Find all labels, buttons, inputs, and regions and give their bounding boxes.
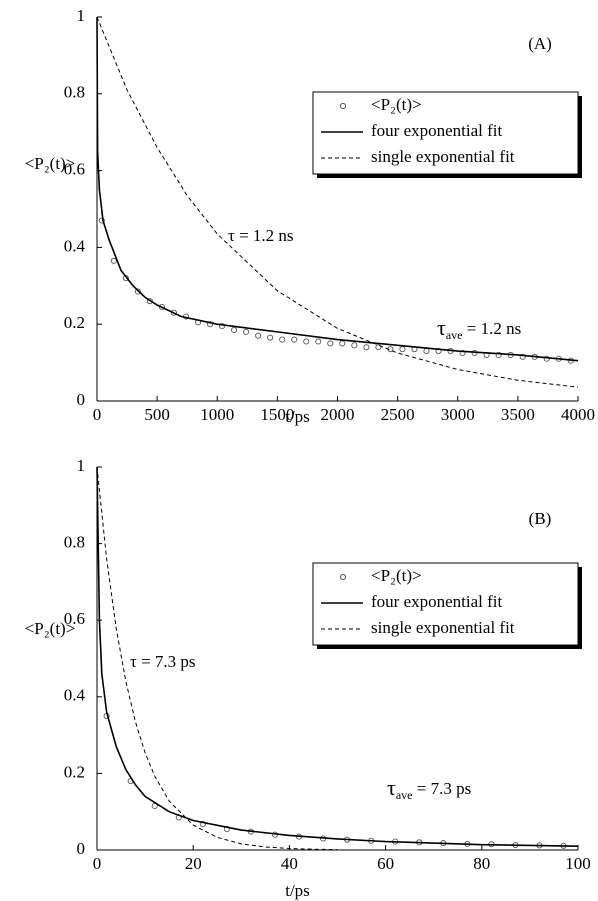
x-axis-label: t/ps [285,881,310,900]
legend-box [312,91,579,175]
x-tick-label: 2500 [381,405,415,424]
data-point [267,334,274,341]
data-point [495,351,502,358]
data-point [327,340,334,347]
data-point [339,340,346,347]
data-point [303,338,310,345]
x-tick-label: 1500 [260,405,294,424]
x-tick-label: 60 [377,854,394,873]
legend-box [312,562,579,646]
y-tick-label: 0 [77,390,86,409]
data-point [315,338,322,345]
y-tick-label: 0 [77,839,86,858]
legend-label: single exponential fit [371,147,515,166]
annotation-text: τ = 7.3 ps [130,652,196,671]
data-point [459,349,466,357]
fit-line [96,466,338,851]
y-tick-label: 0.6 [64,160,85,179]
legend-symbol [339,102,347,110]
annotation-text: τ [437,315,446,340]
panel-label: (B) [529,509,552,528]
x-tick-label: 40 [281,854,298,873]
annotation-text: = 7.3 ps [413,779,472,798]
data-point [363,344,370,351]
y-axis-label: <P₂(t)> [25,154,76,173]
data-point [543,355,550,362]
data-point [219,323,226,330]
legend-symbol [339,573,347,581]
y-tick-label: 0.4 [64,686,86,705]
data-point [375,344,382,351]
y-tick-label: 0.6 [64,609,85,628]
y-axis-label: <P₂(t)> [25,619,76,638]
x-tick-label: 20 [185,854,202,873]
annotation: τ = 7.3 ps [130,652,196,671]
data-point [134,288,141,295]
x-tick-label: 100 [565,854,591,873]
data-point [423,348,430,355]
x-tick-label: 1000 [200,405,234,424]
x-tick-label: 80 [473,854,490,873]
legend-label: <P₂(t)> [371,566,422,585]
data-point [519,353,526,360]
x-tick-label: 3500 [501,405,535,424]
data-point [243,328,250,335]
data-point [223,825,230,832]
annotation-text: τ [387,775,396,800]
x-tick-label: 0 [93,854,102,873]
x-tick-label: 500 [144,405,170,424]
data-point [231,326,238,334]
legend-label: single exponential fit [371,618,515,637]
x-tick-label: 4000 [561,405,595,424]
annotation-subscript: ave [396,788,413,802]
annotation: τave = 7.3 ps [387,775,471,802]
data-point [279,336,286,343]
legend-label: <P₂(t)> [371,95,422,114]
legend-label: four exponential fit [371,592,503,611]
legend-label: four exponential fit [371,121,503,140]
annotation-text: = 1.2 ns [463,319,522,338]
x-tick-label: 2000 [321,405,355,424]
data-point [255,332,262,339]
y-tick-label: 0.4 [64,236,86,255]
data-point [351,342,358,349]
y-tick-label: 0.8 [64,533,85,552]
y-tick-label: 0.2 [64,762,85,781]
x-tick-label: 3000 [441,405,475,424]
y-tick-label: 1 [77,6,86,25]
data-point [110,257,117,264]
data-point [291,336,298,343]
x-axis-label: t/ps [285,407,310,426]
annotation-text: τ = 1.2 ns [228,226,294,245]
data-point [199,820,206,828]
data-point [98,217,105,224]
panel-label: (A) [528,34,552,53]
y-tick-label: 0.2 [64,313,85,332]
fit-line [96,466,579,847]
annotation-subscript: ave [446,328,463,342]
data-point [206,321,214,328]
y-tick-label: 0.8 [64,83,85,102]
annotation: τave = 1.2 ns [437,315,521,342]
y-tick-label: 1 [77,456,86,475]
x-tick-label: 0 [93,405,102,424]
annotation: τ = 1.2 ns [228,226,294,245]
fit-line [96,16,579,388]
fit-line [96,16,579,362]
data-point [399,346,406,353]
